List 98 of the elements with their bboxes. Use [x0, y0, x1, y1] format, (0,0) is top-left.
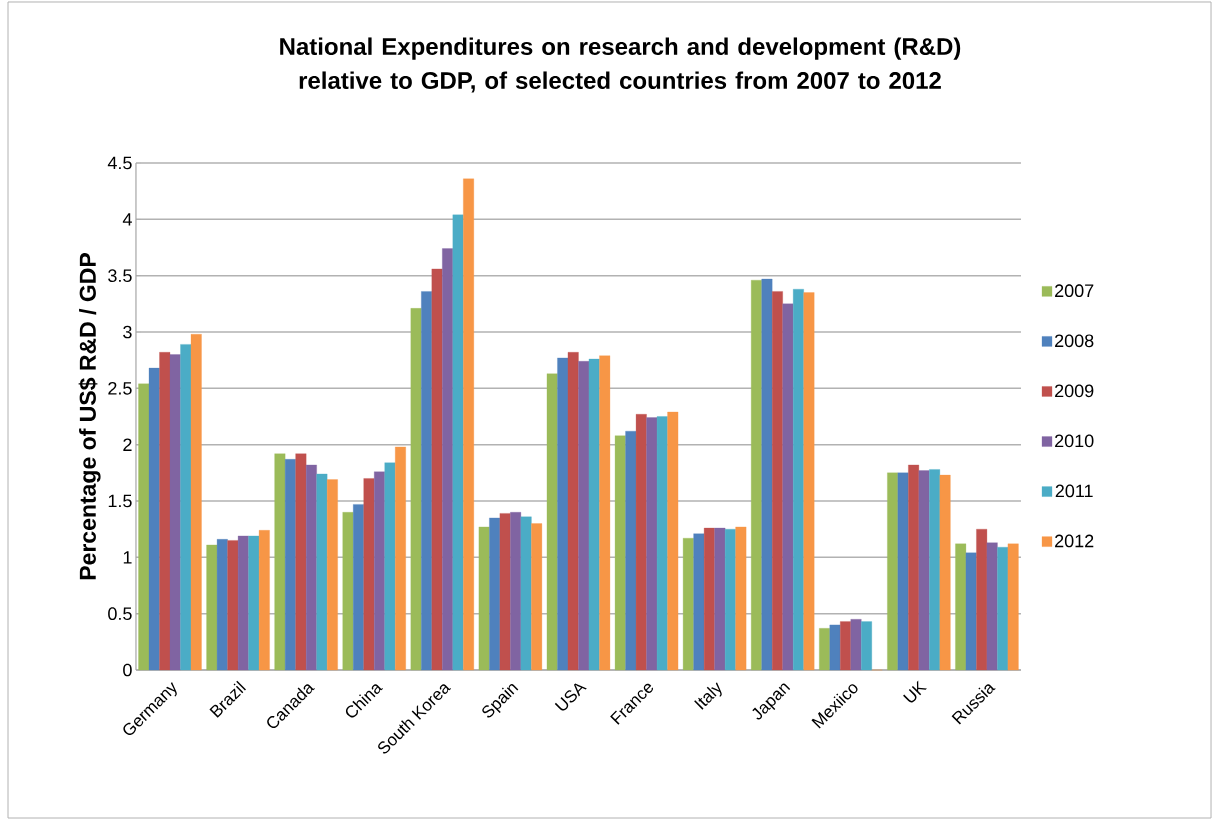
bar — [478, 526, 490, 671]
bar — [997, 547, 1009, 671]
bar — [442, 248, 453, 671]
bar — [625, 430, 637, 671]
bar — [285, 459, 296, 671]
bar — [850, 619, 862, 671]
bar — [772, 291, 783, 671]
bar — [557, 357, 569, 671]
bar — [840, 621, 851, 671]
bar — [342, 512, 354, 671]
bar — [138, 383, 150, 671]
bar — [1007, 543, 1019, 671]
y-tick-label: 4.5 — [107, 156, 132, 170]
y-tick-label: 1 — [123, 551, 132, 564]
bar — [656, 416, 668, 671]
bar — [431, 268, 443, 671]
legend-label: 2008 — [1055, 334, 1094, 348]
bar — [421, 291, 432, 671]
legend-label: 2010 — [1055, 434, 1094, 448]
bar — [599, 355, 611, 671]
bar — [751, 280, 762, 671]
bar — [489, 517, 501, 671]
bar — [578, 361, 590, 671]
bar — [159, 352, 171, 671]
bar — [724, 529, 736, 671]
y-tick-label: 3 — [123, 325, 132, 339]
bar — [861, 621, 872, 671]
bar — [306, 464, 317, 671]
y-tick-label: 4 — [122, 213, 132, 226]
bar — [227, 540, 239, 671]
bar — [682, 538, 694, 671]
bar — [908, 464, 920, 671]
bar — [353, 504, 364, 671]
y-tick-label: 1.5 — [108, 494, 132, 508]
bar — [327, 479, 338, 671]
bar — [761, 278, 773, 671]
bar — [248, 535, 260, 671]
bar — [384, 462, 396, 671]
chart-title: National Expenditures on research and development (R&D) relative to GDP, of selected countries from 2007 to 2012 — [280, 37, 961, 93]
bar — [976, 529, 988, 671]
bar — [510, 512, 522, 671]
y-tick-label: 0.5 — [108, 607, 132, 621]
bar — [295, 453, 307, 671]
bar — [939, 474, 951, 671]
bar — [614, 435, 626, 671]
bar — [216, 539, 228, 671]
bar — [735, 526, 747, 671]
bar — [703, 527, 715, 671]
bar — [793, 289, 804, 671]
bar — [363, 478, 375, 671]
bar — [463, 178, 474, 671]
legend-label: 2011 — [1055, 484, 1093, 498]
bar — [258, 530, 270, 671]
bar — [782, 303, 794, 671]
bar — [929, 469, 941, 671]
y-axis-title: Percentage of US$ R&D / GDP — [78, 253, 101, 580]
bar — [531, 523, 543, 671]
y-tick-label: 3.5 — [108, 269, 132, 283]
bar — [714, 527, 726, 671]
y-tick-label: 0 — [123, 663, 132, 677]
bar — [965, 552, 977, 671]
bar — [897, 472, 909, 671]
bar — [237, 535, 249, 671]
bar — [986, 542, 998, 671]
bar — [887, 472, 899, 671]
bar — [667, 411, 679, 671]
bar — [646, 417, 658, 671]
bar — [374, 471, 385, 671]
bar — [567, 352, 579, 671]
bar — [316, 473, 328, 671]
bar — [148, 367, 160, 671]
bar — [588, 358, 600, 671]
x-tick-label: UK — [903, 680, 927, 703]
bar — [635, 414, 647, 671]
bar — [206, 544, 218, 671]
bar — [829, 624, 841, 671]
bar — [693, 533, 705, 671]
legend-label: 2009 — [1055, 384, 1094, 398]
legend-label: 2012 — [1055, 534, 1094, 548]
bar — [169, 354, 181, 671]
bar — [395, 446, 406, 671]
bar — [452, 214, 464, 671]
bar — [819, 628, 830, 671]
bar — [410, 308, 422, 671]
bar — [955, 543, 967, 671]
y-tick-label: 2.5 — [108, 381, 132, 395]
bar — [918, 470, 930, 671]
bar — [274, 453, 286, 671]
x-tick-label: USA — [554, 683, 587, 711]
bar — [180, 344, 192, 671]
bar — [803, 292, 815, 671]
bar — [190, 334, 202, 671]
y-tick-label: 2 — [123, 438, 132, 451]
bar — [499, 513, 511, 671]
bar — [546, 373, 558, 671]
x-tick-label: Italy — [694, 682, 722, 710]
bar — [520, 516, 532, 671]
legend-label: 2007 — [1055, 284, 1094, 298]
